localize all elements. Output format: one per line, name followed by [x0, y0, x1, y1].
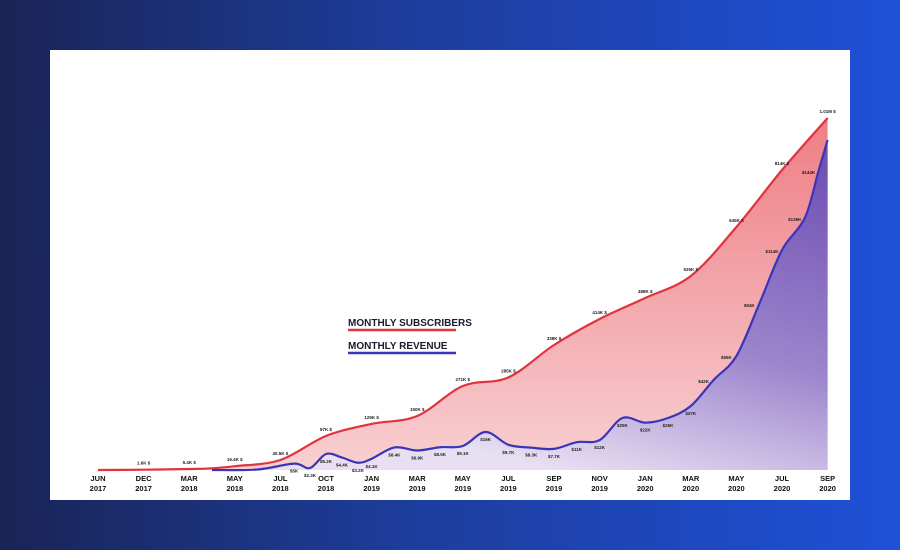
revenue-data-label: $4.1K [366, 464, 379, 469]
revenue-data-label: $9.1K [457, 451, 470, 456]
x-tick-year: 2020 [637, 484, 654, 493]
revenue-data-label: $3.2K [352, 468, 365, 473]
x-tick-month: JUL [273, 474, 288, 483]
revenue-data-label: $114K [765, 249, 779, 254]
subscribers-data-label: 16.4K $ [227, 457, 243, 462]
revenue-data-label: $11K [572, 447, 583, 452]
revenue-data-label: $5.2K [320, 459, 333, 464]
subscribers-data-label: 125K $ [364, 415, 379, 420]
revenue-area [212, 140, 828, 471]
x-tick-month: MAY [728, 474, 744, 483]
x-tick-year: 2019 [591, 484, 608, 493]
revenue-data-label: $144K [802, 170, 816, 175]
revenue-data-label: $4.4K [336, 463, 349, 468]
revenue-data-label: $42K [698, 379, 710, 384]
x-tick-year: 2018 [181, 484, 198, 493]
x-tick-year: 2019 [409, 484, 426, 493]
revenue-data-label: $22K [640, 428, 652, 433]
x-tick-year: 2017 [90, 484, 107, 493]
x-tick-month: SEP [546, 474, 561, 483]
revenue-data-label: $94K [744, 303, 756, 308]
subscribers-line [97, 117, 829, 472]
revenue-data-label: $55K [721, 355, 733, 360]
revenue-data-label: $9.7K [502, 450, 515, 455]
subscribers-data-label: 5.4K $ [183, 460, 197, 465]
x-axis: JUN2017DEC2017MAR2018MAY2018JUL2018OCT20… [90, 474, 836, 493]
revenue-data-label: $2.3K [304, 473, 317, 478]
x-tick-month: MAR [181, 474, 199, 483]
subscribers-data-label: 1.01M $ [819, 109, 836, 114]
subscribers-data-label: 87K $ [320, 427, 333, 432]
x-tick-year: 2020 [682, 484, 699, 493]
revenue-data-label: $5K [290, 469, 299, 474]
data-label-layer: 1.6K $ 5.4K $ 16.4K $ 40.5K $ 87K $ 125K $ 150… [137, 109, 836, 478]
subscribers-data-label: 525K $ [684, 267, 699, 272]
revenue-data-label: $16K [480, 437, 492, 442]
x-tick-year: 2018 [272, 484, 289, 493]
revenue-data-label: $12K [594, 445, 606, 450]
x-tick-month: JUL [501, 474, 516, 483]
revenue-data-label: $25K [663, 423, 675, 428]
line-layer [97, 117, 829, 472]
subscribers-data-label: 271K $ [456, 377, 471, 382]
x-tick-year: 2020 [728, 484, 745, 493]
growth-chart: 1.6K $ 5.4K $ 16.4K $ 40.5K $ 87K $ 125K $ 150… [90, 109, 837, 493]
subscribers-data-label: 150K $ [410, 407, 425, 412]
legend-revenue-label: MONTHLY REVENUE [348, 341, 448, 352]
x-tick-month: JUL [775, 474, 790, 483]
x-tick-year: 2019 [363, 484, 380, 493]
subscribers-data-label: 488K $ [638, 289, 653, 294]
x-tick-year: 2017 [135, 484, 152, 493]
x-tick-month: JUN [90, 474, 105, 483]
x-tick-year: 2019 [500, 484, 517, 493]
subscribers-data-label: 1.6K $ [137, 461, 151, 466]
revenue-data-label: $7.7K [548, 454, 561, 459]
legend: MONTHLY SUBSCRIBERS MONTHLY REVENUE [348, 318, 472, 355]
x-tick-month: SEP [820, 474, 835, 483]
revenue-line [211, 139, 829, 472]
revenue-data-label: $37K [685, 411, 697, 416]
revenue-data-label: $8.4K [388, 452, 401, 457]
x-tick-month: MAY [227, 474, 243, 483]
subscribers-data-label: 814K $ [775, 161, 790, 166]
x-tick-year: 2019 [546, 484, 563, 493]
x-tick-year: 2020 [819, 484, 836, 493]
x-tick-month: OCT [318, 474, 334, 483]
subscribers-data-label: 338K $ [547, 336, 562, 341]
x-tick-year: 2018 [318, 484, 335, 493]
revenue-data-label: $8.3K [525, 453, 538, 458]
area-layer [98, 118, 828, 471]
x-tick-month: MAR [682, 474, 700, 483]
x-tick-year: 2019 [454, 484, 471, 493]
x-tick-year: 2020 [774, 484, 791, 493]
revenue-data-label: $25K [617, 423, 629, 428]
subscribers-area [98, 118, 828, 470]
subscribers-data-label: 40.5K $ [273, 451, 289, 456]
revenue-data-label: $135K [788, 217, 802, 222]
revenue-data-label: $6.9K [411, 456, 424, 461]
subscribers-data-label: 645K $ [729, 218, 744, 223]
x-tick-month: JAN [364, 474, 379, 483]
x-tick-month: DEC [136, 474, 152, 483]
revenue-data-label: $8.5K [434, 452, 447, 457]
x-tick-month: JAN [638, 474, 653, 483]
x-tick-year: 2018 [226, 484, 243, 493]
x-tick-month: MAR [409, 474, 427, 483]
x-tick-month: NOV [591, 474, 607, 483]
subscribers-data-label: 414K $ [592, 310, 607, 315]
legend-subscribers-label: MONTHLY SUBSCRIBERS [348, 318, 472, 329]
subscribers-data-label: 285K $ [501, 368, 516, 373]
x-tick-month: MAY [455, 474, 471, 483]
chart-panel: 1.6K $ 5.4K $ 16.4K $ 40.5K $ 87K $ 125K $ 150… [50, 50, 850, 500]
